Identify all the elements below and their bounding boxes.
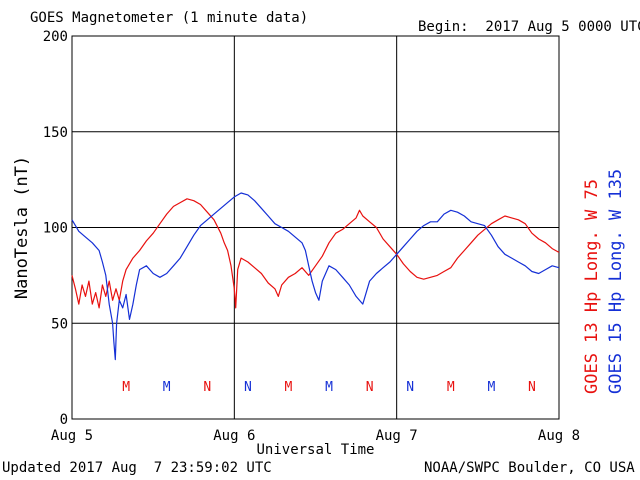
- x-axis-label: Universal Time: [256, 442, 374, 458]
- time-marker-m: M: [122, 380, 130, 395]
- y-tick-label: 0: [60, 412, 68, 428]
- series-line-1: [71, 198, 560, 309]
- y-tick-label: 50: [51, 316, 68, 332]
- time-marker-n: N: [528, 380, 536, 395]
- y-tick-label: 150: [43, 125, 68, 141]
- legend-label-2: GOES 15 Hp Long. W 135: [606, 169, 626, 394]
- time-marker-n: N: [366, 380, 374, 395]
- y-tick-label: 200: [43, 29, 68, 45]
- updated-timestamp: Updated 2017 Aug 7 23:59:02 UTC: [2, 460, 272, 476]
- time-marker-m: M: [487, 380, 495, 395]
- time-marker-n: N: [406, 380, 414, 395]
- x-tick-label: Aug 7: [376, 428, 418, 444]
- time-marker-n: N: [203, 380, 211, 395]
- begin-time: Begin: 2017 Aug 5 0000 UTC: [418, 19, 640, 35]
- y-tick-label: 100: [43, 221, 68, 237]
- series-line-2: [71, 192, 560, 361]
- time-marker-m: M: [447, 380, 455, 395]
- x-tick-label: Aug 8: [538, 428, 580, 444]
- legend-label-1: GOES 13 Hp Long. W 75: [582, 179, 602, 394]
- x-tick-label: Aug 6: [213, 428, 255, 444]
- time-marker-m: M: [325, 380, 333, 395]
- plot-frame: [71, 35, 560, 420]
- credit-line: NOAA/SWPC Boulder, CO USA: [424, 460, 635, 476]
- time-marker-n: N: [244, 380, 252, 395]
- x-tick-label: Aug 5: [51, 428, 93, 444]
- time-marker-m: M: [285, 380, 293, 395]
- chart-title: GOES Magnetometer (1 minute data): [30, 10, 309, 26]
- time-marker-m: M: [163, 380, 171, 395]
- y-axis-label: NanoTesla (nT): [12, 156, 32, 299]
